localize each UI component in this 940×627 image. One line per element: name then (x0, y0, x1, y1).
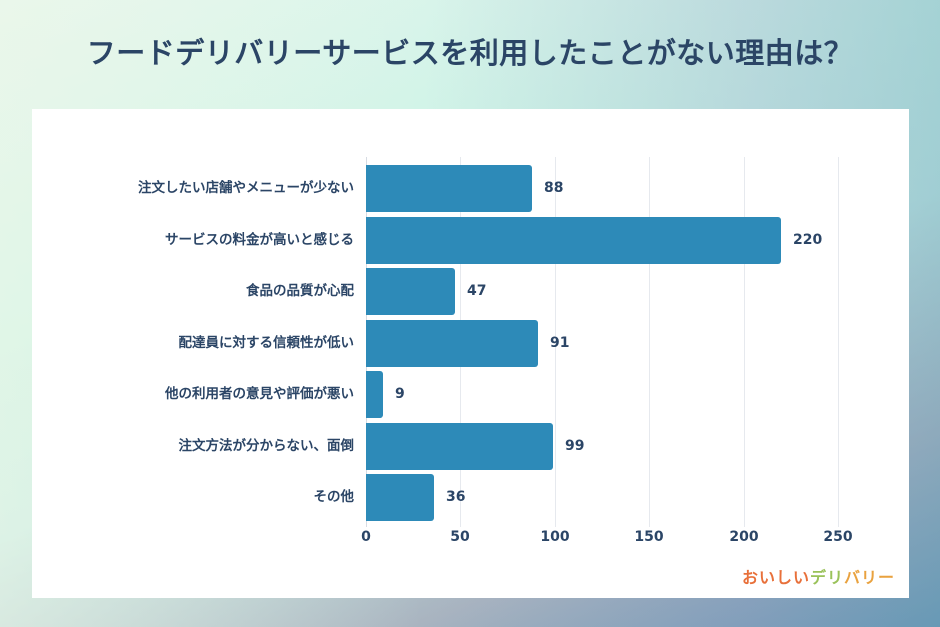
bar-row: 注文したい店舗やメニューが少ない 88 (138, 165, 846, 217)
bar-row: その他 36 (314, 474, 846, 526)
bar-value-label: 99 (565, 437, 585, 454)
bar-row: 他の利用者の意見や評価が悪い 9 (165, 371, 846, 423)
logo-text-2: デリ (809, 568, 844, 587)
chart-card: 0 50 100 150 200 250 注文したい店舗やメニューが少ない 88 サービスの料金… (32, 109, 909, 598)
bar-row: 食品の品質が心配 47 (246, 268, 846, 320)
x-tick-label: 250 (823, 529, 853, 545)
gridline (838, 157, 839, 527)
bar[interactable] (366, 268, 455, 315)
gridline (649, 157, 650, 527)
bar[interactable] (366, 319, 538, 367)
category-label: 注文したい店舗やメニューが少ない (138, 180, 354, 196)
logo-text-1: おいしい (741, 568, 810, 587)
category-label: 食品の品質が心配 (246, 283, 354, 299)
bar[interactable] (366, 474, 434, 521)
bar[interactable] (366, 216, 781, 264)
category-label: 配達員に対する信頼性が低い (178, 334, 355, 351)
category-label: その他 (313, 489, 355, 505)
x-tick-label: 200 (729, 529, 759, 545)
bar-row: サービスの料金が高いと感じる 220 (165, 216, 846, 269)
x-tick-label: 0 (361, 529, 371, 545)
category-label: 注文方法が分からない、面倒 (178, 437, 355, 454)
plot-area: 0 50 100 150 200 250 注文したい店舗やメニューが少ない 88 サービスの料金… (138, 157, 853, 545)
bar-value-label: 220 (793, 231, 823, 248)
bar[interactable] (366, 371, 383, 418)
bar-row: 注文方法が分からない、面倒 99 (179, 422, 846, 475)
x-tick-label: 50 (450, 529, 470, 545)
bar[interactable] (366, 165, 532, 212)
gridline (555, 157, 556, 527)
chart-title: フードデリバリーサービスを利用したことがない理由は？ (86, 36, 854, 70)
bar-row: 配達員に対する信頼性が低い 91 (179, 319, 846, 372)
category-label: 他の利用者の意見や評価が悪い (165, 386, 354, 402)
bar-value-label: 9 (395, 386, 405, 402)
bar-value-label: 88 (544, 180, 564, 196)
bar[interactable] (366, 422, 553, 470)
bar-value-label: 47 (467, 283, 487, 299)
gridline (744, 157, 745, 527)
x-tick-label: 150 (634, 529, 664, 545)
logo-text-3: バリー (843, 568, 895, 587)
x-tick-label: 100 (540, 529, 570, 545)
brand-logo: おいしいデリバリー (742, 564, 895, 588)
bar-value-label: 36 (446, 489, 466, 505)
category-label: サービスの料金が高いと感じる (165, 231, 354, 248)
bar-value-label: 91 (550, 334, 570, 351)
